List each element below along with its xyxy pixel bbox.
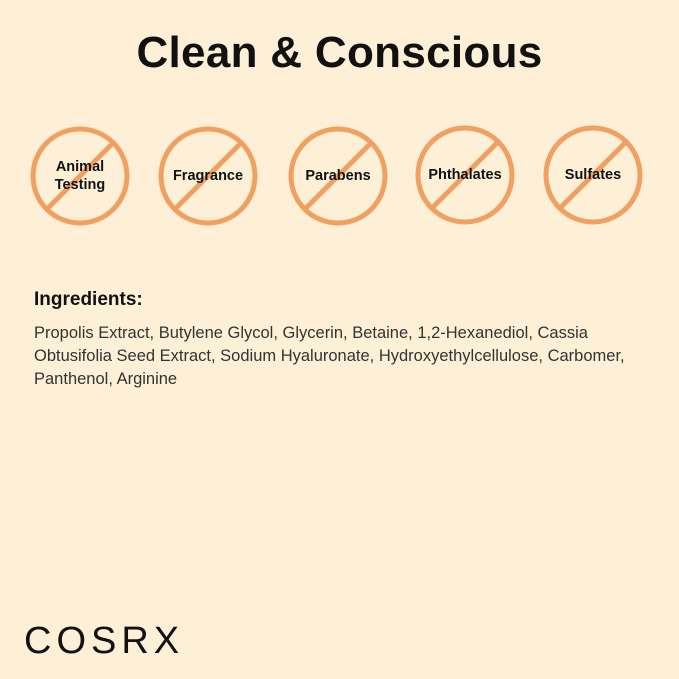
badge-label: Sulfates bbox=[564, 167, 622, 183]
prohibited-icon bbox=[543, 125, 643, 225]
badge-animal-testing: Animal Testing bbox=[28, 124, 132, 228]
badge-label: Animal Testing bbox=[54, 159, 106, 193]
ingredients-heading: Ingredients: bbox=[34, 289, 143, 310]
prohibited-icon bbox=[30, 126, 130, 226]
page-title: Clean & Conscious bbox=[136, 28, 543, 77]
badge-phthalates: Phthalates bbox=[413, 123, 517, 227]
badge-label: Phthalates bbox=[428, 167, 502, 183]
badge-sulfates: Sulfates bbox=[541, 123, 645, 227]
prohibited-icon bbox=[158, 126, 258, 226]
ingredients-list: Propolis Extract, Butylene Glycol, Glyce… bbox=[34, 324, 625, 388]
badge-label: Fragrance bbox=[172, 168, 244, 184]
badge-label: Parabens bbox=[305, 168, 371, 184]
prohibited-icon bbox=[288, 126, 388, 226]
badge-parabens: Parabens bbox=[286, 124, 390, 228]
brand-logo: COSRX bbox=[24, 620, 185, 662]
badge-fragrance: Fragrance bbox=[156, 124, 260, 228]
prohibited-icon bbox=[415, 125, 515, 225]
